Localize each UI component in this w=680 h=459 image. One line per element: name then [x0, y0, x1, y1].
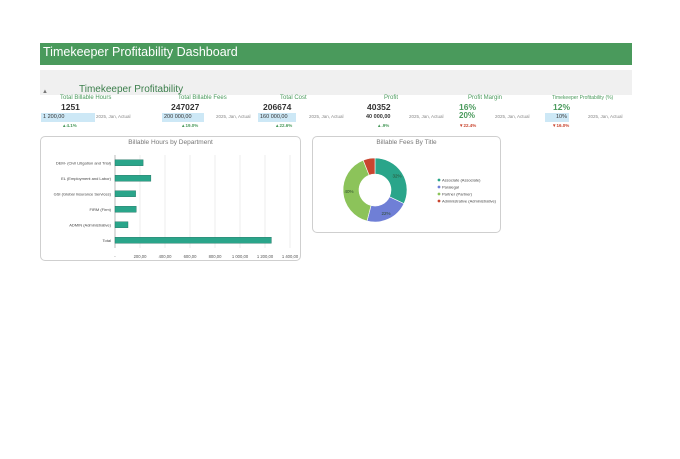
kpi-change: ▼22.4%: [459, 123, 477, 128]
x-tick-label: 200,00: [134, 254, 147, 259]
kpi-value: 1251: [61, 102, 80, 112]
kpi-change: ▲.9%: [377, 123, 390, 128]
x-tick-label: 1 000,00: [232, 254, 249, 259]
billable-hours-bar-chart: - 200,00 400,00 600,00 800,00 1 000,00 1 200,0…: [54, 155, 299, 259]
billable-fees-donut-chart: 32% 22% 40% Associate (Associate) Paralegal P…: [342, 157, 497, 223]
kpi-change: ▼16.0%: [552, 123, 570, 128]
x-tick-label: 400,00: [159, 254, 172, 259]
billable-fees-chart-panel: Billable Fees By Title 32% 22% 40% Associat…: [312, 136, 501, 233]
kpi-value: 16%: [459, 102, 477, 112]
bar: [114, 206, 137, 213]
x-tick-label: -: [114, 254, 116, 259]
kpi-target: 10%: [545, 113, 569, 122]
chart-title: Billable Hours by Department: [128, 139, 213, 146]
kpi-label: Total Billable Fees: [178, 95, 227, 101]
pie-slice: [374, 157, 408, 205]
legend-label: Partner (Partner): [442, 192, 473, 197]
bar: [114, 159, 144, 166]
bar: [114, 190, 136, 197]
kpi-label: Profit: [384, 95, 399, 101]
kpi-profit[interactable]: Profit 40352 40 000,00 2025, Jan, Actual…: [366, 95, 476, 131]
dashboard-header: Timekeeper Profitability Dashboard: [40, 43, 632, 65]
filter-icon[interactable]: ▲: [42, 89, 48, 95]
pie-slice: [362, 157, 376, 176]
category-label: EL (Employment and Labor): [61, 176, 112, 181]
legend-marker: [437, 185, 441, 189]
kpi-total-cost[interactable]: Total Cost 206674 160 000,00 2025, Jan, …: [258, 95, 372, 131]
kpi-period: 2025, Jan, Actual: [216, 114, 251, 119]
kpi-period: 2025, Jan, Actual: [309, 114, 344, 119]
legend-label: Paralegal: [442, 185, 459, 190]
kpi-band-title: Timekeeper Profitability: [79, 84, 184, 95]
legend-label: Associate (Associate): [442, 178, 481, 183]
kpi-timekeeper-profitability[interactable]: Timekeeper Profitability (%) 12% 10% 202…: [545, 95, 662, 131]
legend-marker: [437, 192, 441, 196]
kpi-change: ▲22.6%: [275, 123, 293, 128]
kpi-period: 2025, Jan, Actual: [409, 114, 444, 119]
kpi-value: 40352: [367, 102, 391, 112]
kpi-total-billable-hours[interactable]: Total Billable Hours 1251 1 200,00 2025,…: [41, 95, 168, 131]
kpi-total-billable-fees[interactable]: Total Billable Fees 247027 200 000,00 20…: [162, 95, 280, 131]
kpi-value: 247027: [171, 102, 200, 112]
kpi-band: [40, 70, 632, 95]
bar: [114, 237, 272, 244]
legend-marker: [437, 178, 441, 182]
category-label: DEM- (Civil Litigation and Trial): [56, 160, 112, 165]
kpi-value: 12%: [553, 102, 571, 112]
category-label: Total: [103, 238, 112, 243]
slice-label: 32%: [392, 174, 401, 179]
legend-label: Administrative (Administrative): [442, 199, 497, 204]
x-tick-label: 1 400,00: [282, 254, 299, 259]
legend-marker: [437, 199, 441, 203]
bar: [114, 175, 152, 182]
kpi-target: 20%: [459, 111, 476, 120]
pie-slice: [342, 159, 372, 222]
kpi-target: 40 000,00: [366, 114, 391, 120]
dashboard-title: Timekeeper Profitability Dashboard: [43, 45, 238, 59]
category-label: ADMIN (Administrative): [69, 222, 111, 227]
kpi-label: Total Cost: [280, 95, 307, 101]
kpi-value: 206674: [263, 102, 292, 112]
kpi-target: 200 000,00: [162, 113, 204, 122]
kpi-period: 2025, Jan, Actual: [588, 114, 623, 119]
chart-title: Billable Fees By Title: [376, 139, 437, 146]
bar: [114, 221, 129, 228]
x-tick-label: 1 200,00: [257, 254, 274, 259]
category-label: GSI (Global Insurance Services): [54, 191, 112, 196]
kpi-period: 2025, Jan, Actual: [495, 114, 530, 119]
kpi-change: ▲4.1%: [62, 123, 77, 128]
kpi-change: ▲19.0%: [181, 123, 199, 128]
x-tick-label: 600,00: [184, 254, 197, 259]
category-label: FIRM (Firm): [89, 207, 111, 212]
slice-label: 22%: [382, 211, 391, 216]
kpi-target: 1 200,00: [41, 113, 95, 122]
kpi-target: 160 000,00: [258, 113, 296, 122]
kpi-period: 2025, Jan, Actual: [96, 114, 131, 119]
kpi-profit-margin[interactable]: Profit Margin 16% 20% 2025, Jan, Actual …: [458, 95, 568, 131]
slice-label: 40%: [345, 189, 354, 194]
kpi-label: Timekeeper Profitability (%): [552, 95, 614, 101]
kpi-label: Profit Margin: [468, 95, 503, 101]
kpi-label: Total Billable Hours: [60, 95, 112, 101]
x-tick-label: 800,00: [209, 254, 222, 259]
billable-hours-chart-panel: Billable Hours by Department - 200,00 400,…: [40, 136, 301, 261]
